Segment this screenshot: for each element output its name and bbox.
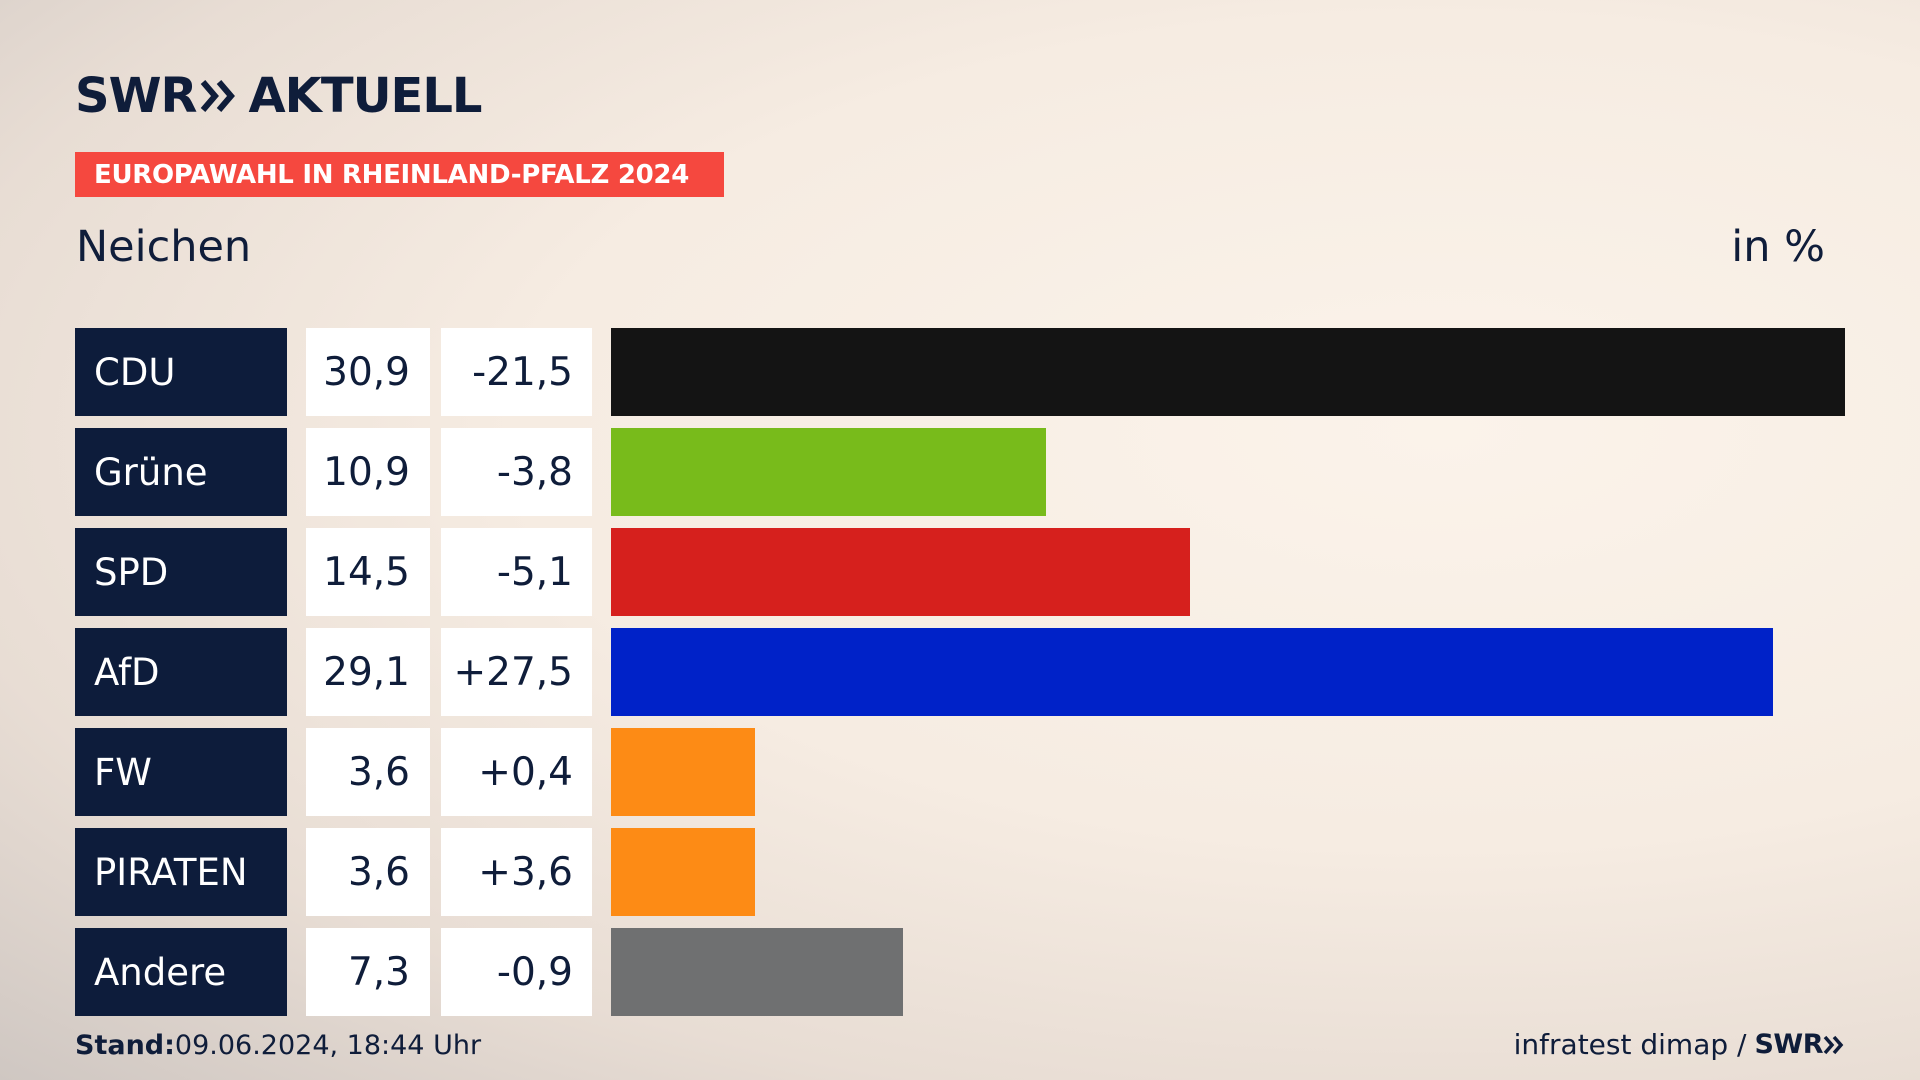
party-label: Grüne (75, 428, 287, 516)
value-label: 7,3 (306, 928, 430, 1016)
stand-value: 09.06.2024, 18:44 Uhr (174, 1030, 482, 1061)
bar-afd (611, 628, 1773, 716)
logo-brand: SWR (75, 68, 197, 124)
logo-name: AKTUELL (248, 68, 482, 124)
value-label: 3,6 (306, 728, 430, 816)
change-label: +0,4 (441, 728, 592, 816)
footer-source: infratest dimap / SWR (1514, 1028, 1845, 1061)
swr-aktuell-logo: SWR AKTUELL (75, 68, 483, 124)
chevron-double-right-icon (201, 80, 236, 112)
bar-piraten (611, 828, 755, 916)
unit-label: in % (1731, 222, 1825, 272)
change-label: -5,1 (441, 528, 592, 616)
party-label: SPD (75, 528, 287, 616)
value-label: 14,5 (306, 528, 430, 616)
bar-grüne (611, 428, 1046, 516)
stand-label: Stand: (75, 1030, 175, 1061)
footer-timestamp: Stand:09.06.2024, 18:44 Uhr (75, 1030, 481, 1061)
value-label: 30,9 (306, 328, 430, 416)
bar-cdu (611, 328, 1845, 416)
party-label: FW (75, 728, 287, 816)
change-label: +3,6 (441, 828, 592, 916)
change-label: -21,5 (441, 328, 592, 416)
election-banner: EUROPAWAHL IN RHEINLAND-PFALZ 2024 (75, 152, 724, 197)
source-label: infratest dimap / (1513, 1028, 1747, 1061)
bar-fw (611, 728, 755, 816)
value-label: 3,6 (306, 828, 430, 916)
source-brand: SWR (1754, 1029, 1823, 1060)
region-title: Neichen (76, 222, 252, 272)
bar-andere (611, 928, 903, 1016)
bar-spd (611, 528, 1190, 616)
change-label: +27,5 (441, 628, 592, 716)
change-label: -3,8 (441, 428, 592, 516)
chevron-double-right-icon (1823, 1035, 1844, 1054)
value-label: 29,1 (306, 628, 430, 716)
change-label: -0,9 (441, 928, 592, 1016)
party-label: PIRATEN (75, 828, 287, 916)
party-label: CDU (75, 328, 287, 416)
party-label: AfD (75, 628, 287, 716)
value-label: 10,9 (306, 428, 430, 516)
party-label: Andere (75, 928, 287, 1016)
